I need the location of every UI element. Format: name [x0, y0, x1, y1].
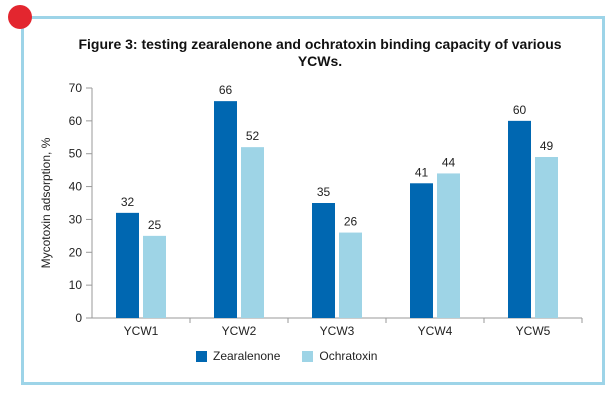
data-label: 60: [513, 103, 527, 117]
x-tick-label: YCW4: [418, 324, 453, 338]
y-tick-label: 40: [69, 180, 83, 194]
bar-zearalenone-ycw1: [116, 212, 139, 318]
data-label: 66: [219, 83, 233, 97]
y-tick-label: 30: [69, 212, 83, 226]
chart-title: Figure 3: testing zearalenone and ochrat…: [78, 36, 562, 69]
data-label: 35: [317, 185, 331, 199]
x-tick-label: YCW2: [222, 324, 257, 338]
data-label: 44: [442, 155, 456, 169]
x-tick-label: YCW5: [516, 324, 551, 338]
y-tick-label: 60: [69, 114, 83, 128]
bar-ochratoxin-ycw4: [437, 173, 460, 318]
data-label: 41: [415, 165, 429, 179]
bar-ochratoxin-ycw2: [241, 147, 264, 318]
legend-label-zearalenone: Zearalenone: [213, 349, 281, 363]
y-tick-label: 20: [69, 245, 83, 259]
legend-item-zearalenone: Zearalenone: [196, 349, 280, 363]
figure-frame: [21, 16, 605, 385]
bar-ochratoxin-ycw5: [535, 157, 558, 318]
y-tick-label: 10: [69, 278, 83, 292]
legend-item-ochratoxin: Ochratoxin: [302, 349, 377, 363]
data-label: 26: [344, 215, 358, 229]
bar-zearalenone-ycw3: [312, 203, 335, 318]
x-tick-label: YCW3: [320, 324, 355, 338]
data-label: 32: [121, 195, 135, 209]
legend-swatch-ochratoxin: [302, 350, 314, 362]
data-label: 25: [148, 218, 162, 232]
bar-ochratoxin-ycw1: [143, 235, 166, 318]
y-tick-label: 50: [69, 147, 83, 161]
data-label: 52: [246, 129, 260, 143]
legend-label-ochratoxin: Ochratoxin: [319, 349, 378, 363]
y-tick-label: 70: [69, 81, 83, 95]
y-tick-label: 0: [75, 311, 82, 325]
data-label: 49: [540, 139, 554, 153]
bar-zearalenone-ycw4: [410, 183, 433, 318]
y-axis-title: Mycotoxin adsorption, %: [39, 137, 53, 268]
red-dot-marker: [8, 5, 32, 29]
bar-zearalenone-ycw2: [214, 101, 237, 319]
legend: Zearalenone Ochratoxin: [196, 349, 399, 363]
x-tick-label: YCW1: [124, 324, 159, 338]
bar-zearalenone-ycw5: [508, 120, 531, 318]
bar-ochratoxin-ycw3: [339, 232, 362, 318]
legend-swatch-zearalenone: [196, 350, 207, 362]
